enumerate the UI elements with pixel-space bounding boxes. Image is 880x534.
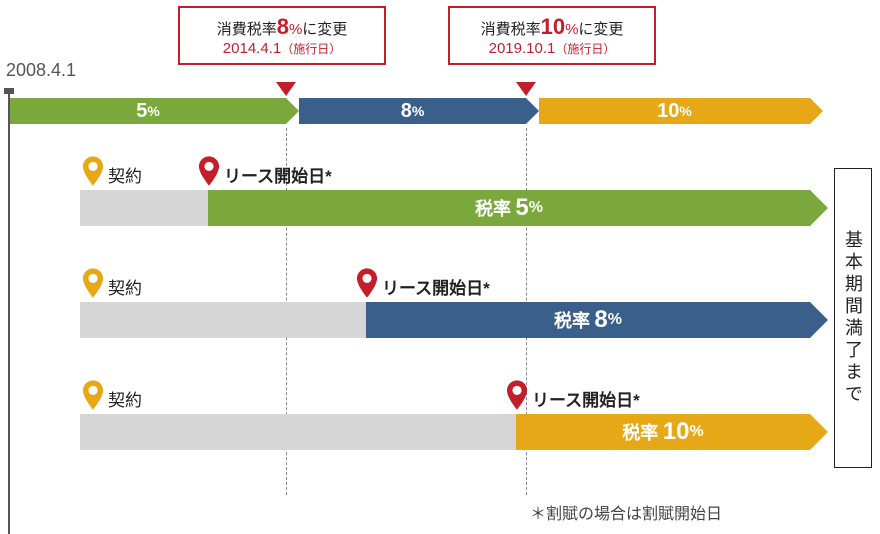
callout-10pct: 消費税率10%に変更 2019.10.1（施行日）	[448, 6, 656, 65]
lease-pin-icon	[198, 156, 220, 186]
row-2: 契約 リース開始日* 税率 8%	[0, 268, 880, 358]
lease-pin-icon	[356, 268, 378, 298]
row3-rate-bar: 税率 10%	[516, 414, 810, 450]
callout-10pct-pointer	[516, 82, 536, 96]
diagram-root: 2008.4.1 消費税率8%に変更 2014.4.1（施行日） 消費税率10%…	[0, 0, 880, 534]
timeline-seg-5: 5%	[10, 98, 286, 124]
row1-gray-bar	[80, 190, 208, 226]
row3-gray-bar	[80, 414, 516, 450]
contract-pin-icon	[82, 156, 104, 186]
footnote: ＊割賦の場合は割賦開始日	[530, 500, 722, 524]
contract-pin-icon	[82, 380, 104, 410]
callout-8pct: 消費税率8%に変更 2014.4.1（施行日）	[178, 6, 386, 65]
row-1: 契約 リース開始日* 税率 5%	[0, 156, 880, 246]
row-3: 契約 リース開始日* 税率 10%	[0, 380, 880, 470]
side-label-box: 基本期間満了まで	[834, 168, 872, 468]
lease-start-label: リース開始日*	[532, 386, 640, 411]
timeline-seg-8: 8%	[299, 98, 526, 124]
contract-label: 契約	[108, 274, 142, 299]
axis-tick	[4, 88, 14, 94]
row2-gray-bar	[80, 302, 366, 338]
lease-start-label: リース開始日*	[224, 162, 332, 187]
timeline-seg-10: 10%	[539, 98, 810, 124]
row1-rate-bar: 税率 5%	[208, 190, 810, 226]
callout-8pct-pointer	[276, 82, 296, 96]
contract-pin-icon	[82, 268, 104, 298]
row2-rate-bar: 税率 8%	[366, 302, 810, 338]
side-label-text: 基本期間満了まで	[840, 230, 866, 406]
contract-label: 契約	[108, 162, 142, 187]
lease-start-label: リース開始日*	[382, 274, 490, 299]
contract-label: 契約	[108, 386, 142, 411]
start-date-label: 2008.4.1	[6, 60, 76, 81]
lease-pin-icon	[506, 380, 528, 410]
